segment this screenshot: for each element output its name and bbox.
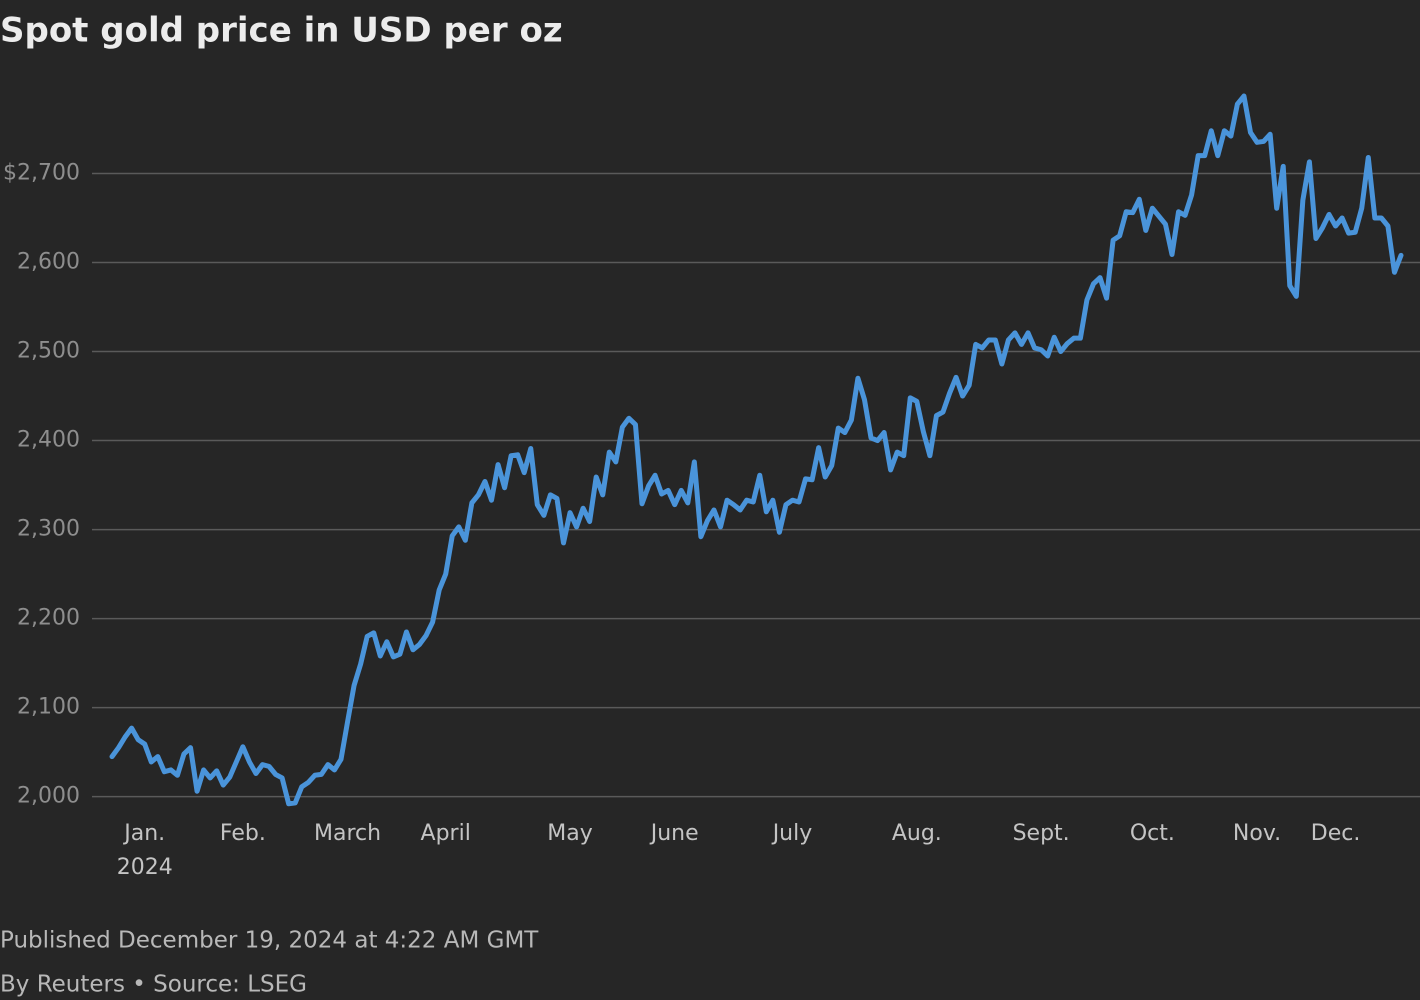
x-tick-label: June [649,821,699,846]
y-tick-label: 2,100 [17,695,80,720]
chart-title: Spot gold price in USD per oz [0,11,563,51]
x-tick-label: May [547,821,592,846]
published-note: Published December 19, 2024 at 4:22 AM G… [0,928,539,954]
y-tick-label: 2,300 [17,517,80,542]
x-tick-label: Oct. [1130,821,1175,846]
y-tick-label: $2,700 [3,160,80,185]
x-tick-label: April [421,821,471,846]
x-tick-label: Jan. [122,821,165,846]
x-tick-label: July [771,821,813,846]
price-line [109,93,1404,807]
y-tick-label: 2,600 [17,250,80,275]
x-tick-label: March [314,821,381,846]
y-tick-label: 2,400 [17,428,80,453]
x-tick-label: Feb. [220,821,266,846]
credit-note: By Reuters • Source: LSEG [0,972,307,998]
plot [109,93,1404,807]
y-tick-label: 2,500 [17,339,80,364]
x-tick-label: Dec. [1311,821,1361,846]
y-tick-label: 2,200 [17,606,80,631]
x-tick-label: Sept. [1013,821,1070,846]
x-tick-label: Nov. [1233,821,1281,846]
x-year-label: 2024 [117,855,173,880]
grid [92,172,1420,798]
x-tick-label: Aug. [892,821,942,846]
y-tick-label: 2,000 [17,784,80,809]
